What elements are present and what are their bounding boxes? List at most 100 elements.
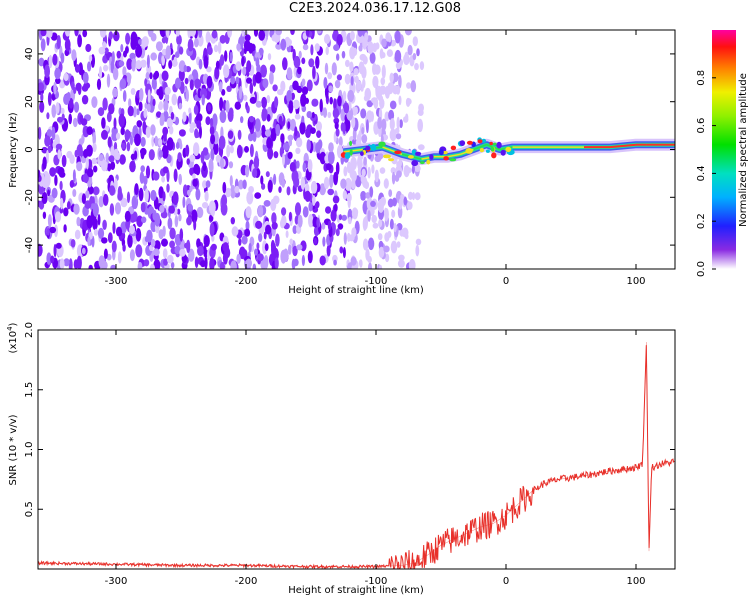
spectrogram-noise-cell <box>129 212 136 223</box>
spectrogram-noise-cell <box>325 46 329 56</box>
spectrogram-noise-cell <box>245 258 252 268</box>
spectrogram-noise-cell <box>86 215 93 229</box>
spectrogram-noise-cell <box>102 42 107 49</box>
spectrogram-noise-cell <box>158 150 163 158</box>
spectrogram-noise-cell <box>269 71 274 85</box>
spectrogram-noise-cell <box>150 32 157 42</box>
spectrogram-noise-cell <box>195 113 203 123</box>
spectrogram-noise-cell <box>245 206 252 219</box>
spectrogram-noise-cell <box>150 124 156 136</box>
spectrogram-noise-cell <box>55 77 61 85</box>
signal-blob <box>415 151 422 156</box>
spectrogram-noise-cell <box>68 258 73 269</box>
signal-blob <box>443 156 449 161</box>
signal-blob <box>365 145 371 151</box>
spectrogram-noise-cell <box>254 248 258 256</box>
spectrogram-noise-cell <box>57 149 62 160</box>
spectrogram-noise-cell <box>236 144 243 159</box>
spectrogram-noise-cell <box>158 138 163 147</box>
spectrogram-noise-cell <box>230 217 235 225</box>
signal-blob <box>465 148 473 154</box>
spectrogram-noise-cell <box>210 117 214 128</box>
spectrogram-noise-cell <box>237 129 242 140</box>
spectrogram-noise-cell <box>160 112 165 126</box>
spectrogram-noise-cell <box>274 96 279 109</box>
spectrogram-noise-cell <box>365 119 369 134</box>
spectrogram-noise-cell <box>404 30 412 36</box>
spectrogram-noise-cell <box>140 59 147 68</box>
signal-core-segment <box>343 148 364 153</box>
spectrogram-noise-cell <box>227 108 234 122</box>
spectrogram-noise-cell <box>263 200 271 207</box>
spectrogram-noise-cell <box>292 245 298 257</box>
spectrogram-noise-cell <box>152 248 160 256</box>
spectrogram-noise-cell <box>415 238 422 246</box>
spectrogram-noise-cell <box>49 167 56 177</box>
spectrogram-noise-cell <box>255 100 262 108</box>
spectrogram-noise-cell <box>372 222 379 229</box>
spectrogram-noise-cell <box>374 169 379 183</box>
spectrogram-noise-cell <box>350 256 357 266</box>
spectrogram-noise-cell <box>74 30 79 37</box>
spectrogram-noise-cell <box>385 253 390 263</box>
spectrogram-noise-cell <box>155 41 163 52</box>
colorbar: 0.0 0.2 0.4 0.6 0.8 Normalized spectral ampl… <box>696 30 749 277</box>
signal-blob <box>449 158 457 162</box>
spectrogram-noise-cell <box>255 220 263 229</box>
spectrogram-noise-cell <box>225 100 230 113</box>
spectrogram-noise-cell <box>391 171 396 185</box>
spectrogram-noise-cell <box>258 233 263 243</box>
spectrogram-noise-cell <box>281 207 287 216</box>
spectrogram-noise-cell <box>293 176 300 188</box>
spectrogram-noise-cell <box>288 211 292 222</box>
spectrogram-noise-cell <box>81 247 86 255</box>
spectrogram-noise-cell <box>365 192 371 199</box>
spectrogram-y-tick-label: 40 <box>24 48 35 61</box>
spectrogram-noise-cell <box>102 219 107 230</box>
spectrogram-noise-cell <box>305 30 310 37</box>
spectrogram-noise-cell <box>389 100 397 110</box>
spectrogram-noise-cell <box>52 53 58 66</box>
spectrogram-noise-cell <box>151 77 157 90</box>
spectrogram-noise-cell <box>386 49 393 57</box>
spectrogram-noise-cell <box>97 227 105 239</box>
colorbar-ticks: 0.0 0.2 0.4 0.6 0.8 <box>696 70 716 277</box>
spectrogram-noise-cell <box>202 180 207 189</box>
spectrogram-noise-cell <box>162 248 168 259</box>
spectrogram-noise-cell <box>334 79 341 89</box>
spectrogram-noise-cell <box>112 87 118 98</box>
spectrogram-noise-cell <box>161 145 169 159</box>
signal-blob <box>426 159 431 165</box>
spectrogram-noise-cell <box>361 134 368 144</box>
spectrogram-noise-cell <box>294 215 299 225</box>
spectrogram-noise-cell <box>289 162 296 172</box>
signal-blob <box>378 141 386 147</box>
spectrogram-noise-cell <box>319 255 326 266</box>
spectrogram-noise-cell <box>286 90 292 103</box>
spectrogram-noise-cell <box>47 189 51 197</box>
spectrogram-noise-cell <box>280 133 285 144</box>
spectrogram-noise-cell <box>323 77 328 89</box>
spectrogram-noise-cell <box>235 76 240 85</box>
spectrogram-noise-cell <box>327 188 335 196</box>
signal-blob <box>479 147 485 153</box>
spectrogram-noise-cell <box>161 55 166 66</box>
spectrogram-noise-cell <box>336 53 340 61</box>
spectrogram-noise-cell <box>153 259 161 269</box>
spectrogram-noise-cell <box>97 107 105 117</box>
spectrogram-noise-cell <box>381 52 386 59</box>
spectrogram-noise-cell <box>414 63 419 71</box>
spectrogram-noise-cell <box>383 178 389 189</box>
spectrogram-noise-cell <box>178 46 184 55</box>
spectrogram-noise-cell <box>409 260 414 269</box>
spectrogram-noise-cell <box>146 229 153 243</box>
spectrogram-noise-cell <box>100 260 108 269</box>
spectrogram-noise-cell <box>174 77 182 89</box>
spectrogram-noise-cell <box>306 79 313 92</box>
spectrogram-noise-cell <box>126 141 131 152</box>
spectrogram-noise-cell <box>392 85 399 95</box>
spectrogram-noise-cell <box>302 44 309 51</box>
spectrogram-noise-cell <box>132 106 137 118</box>
spectrogram-noise-cell <box>357 155 361 170</box>
